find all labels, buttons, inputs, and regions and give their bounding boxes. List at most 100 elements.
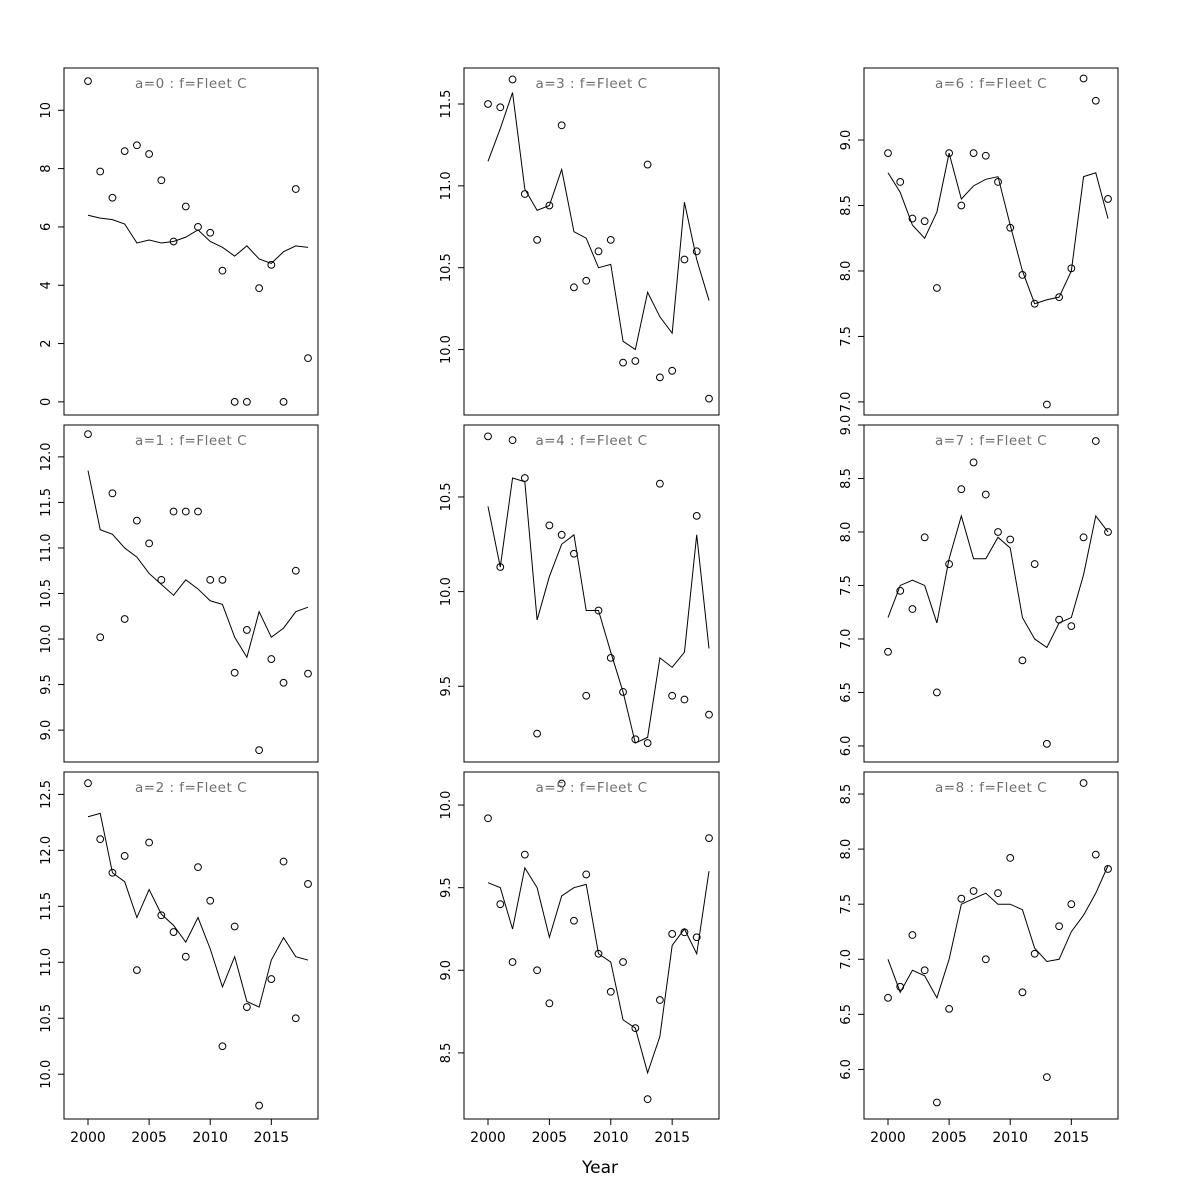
data-point <box>945 149 954 158</box>
data-point <box>267 655 276 663</box>
data-point <box>619 958 627 966</box>
data-point <box>545 201 554 210</box>
y-tick-label: 10.0 <box>439 335 454 364</box>
data-point <box>157 575 166 584</box>
data-point <box>206 896 215 905</box>
y-tick-label: 7.0 <box>839 629 854 650</box>
y-tick-label: 9.5 <box>39 674 54 695</box>
fit-line <box>487 92 710 351</box>
data-point <box>908 214 917 223</box>
data-point <box>120 852 129 860</box>
data-point <box>1067 622 1076 631</box>
data-point <box>1067 900 1076 909</box>
data-point <box>1018 988 1027 997</box>
data-point <box>631 735 640 744</box>
y-tick-label: 10.5 <box>39 1004 54 1033</box>
y-tick-label: 10.0 <box>439 791 454 820</box>
data-point <box>96 633 105 642</box>
fit-line <box>87 214 309 264</box>
data-point <box>1055 922 1064 931</box>
data-point <box>1030 949 1039 958</box>
y-tick-label: 10.0 <box>39 625 54 654</box>
panel-a8: 6.0 6.5 7.0 7.5 8.0 8.5 2000 2005 2010 2015 <box>839 771 1119 1146</box>
data-point <box>1042 400 1051 409</box>
data-point <box>557 779 566 788</box>
panel-border <box>463 771 720 1120</box>
data-point <box>920 966 929 975</box>
fit-line <box>87 812 309 1008</box>
fit-line <box>87 470 309 659</box>
data-point <box>981 490 990 499</box>
data-point <box>291 566 300 575</box>
panel-a0: 0 2 4 6 8 10 <box>39 67 319 416</box>
data-point <box>655 479 664 488</box>
y-tick-label: 9.5 <box>439 877 454 898</box>
data-point <box>594 247 603 256</box>
data-point <box>496 563 505 571</box>
y-tick-label: 12.0 <box>39 442 54 471</box>
panel-border <box>63 424 319 763</box>
data-point <box>570 916 578 925</box>
x-tick-label: 2015 <box>654 1130 690 1146</box>
y-tick-label: 6 <box>39 223 54 231</box>
panel-border <box>863 424 1119 763</box>
data-point <box>279 397 288 406</box>
data-point <box>120 615 129 623</box>
data-point <box>84 77 92 86</box>
data-point <box>545 999 554 1008</box>
data-point <box>145 838 154 847</box>
data-point <box>230 668 239 677</box>
data-point <box>655 373 664 382</box>
panel-a3: 10.0 10.5 11.0 11.5 <box>439 67 720 416</box>
data-point <box>108 193 117 202</box>
data-point <box>242 397 251 406</box>
panel-border <box>463 67 720 416</box>
y-tick-label: 9.0 <box>839 130 854 151</box>
data-point <box>108 489 117 498</box>
data-point <box>896 586 905 595</box>
y-tick-label: 9.5 <box>439 676 454 697</box>
x-tick-label: 2005 <box>532 1130 568 1146</box>
data-point <box>655 996 664 1004</box>
data-point <box>145 150 154 158</box>
x-tick-label: 2015 <box>254 1130 290 1146</box>
data-point <box>945 560 954 568</box>
data-point <box>496 900 505 909</box>
data-point <box>1091 850 1100 859</box>
data-point <box>908 931 917 939</box>
y-tick-label: 10.5 <box>439 482 454 511</box>
data-point <box>606 987 615 996</box>
y-tick-label: 11.0 <box>39 533 54 562</box>
data-point <box>1030 299 1039 308</box>
y-tick-label: 2 <box>39 339 54 347</box>
data-point <box>606 235 615 244</box>
y-tick-label: 8.5 <box>839 468 854 489</box>
panel-border <box>863 67 1119 416</box>
data-point <box>484 432 492 441</box>
x-tick-label: 2015 <box>1054 1130 1090 1146</box>
data-point <box>157 176 166 185</box>
x-axis-title: Year <box>582 1158 618 1178</box>
fit-line <box>487 477 710 744</box>
data-point <box>169 507 178 516</box>
data-point <box>255 284 264 293</box>
data-point <box>267 260 276 269</box>
data-point <box>1042 1073 1051 1082</box>
data-point <box>582 870 591 879</box>
x-tick-label: 2005 <box>931 1130 967 1146</box>
y-tick-label: 8.0 <box>839 522 854 543</box>
data-point <box>957 485 966 494</box>
data-point <box>969 458 978 467</box>
data-point <box>1018 656 1027 665</box>
data-point <box>520 190 529 198</box>
x-tick-label: 2000 <box>470 1130 506 1146</box>
data-point <box>96 167 105 176</box>
y-tick-label: 10 <box>39 102 54 119</box>
y-tick-label: 7.0 <box>839 392 854 413</box>
y-tick-label: 7.0 <box>839 949 854 970</box>
data-point <box>1006 223 1015 232</box>
y-tick-label: 8.0 <box>839 839 854 860</box>
data-point <box>108 868 117 877</box>
data-point <box>218 266 227 275</box>
y-tick-label: 6.5 <box>839 682 854 703</box>
